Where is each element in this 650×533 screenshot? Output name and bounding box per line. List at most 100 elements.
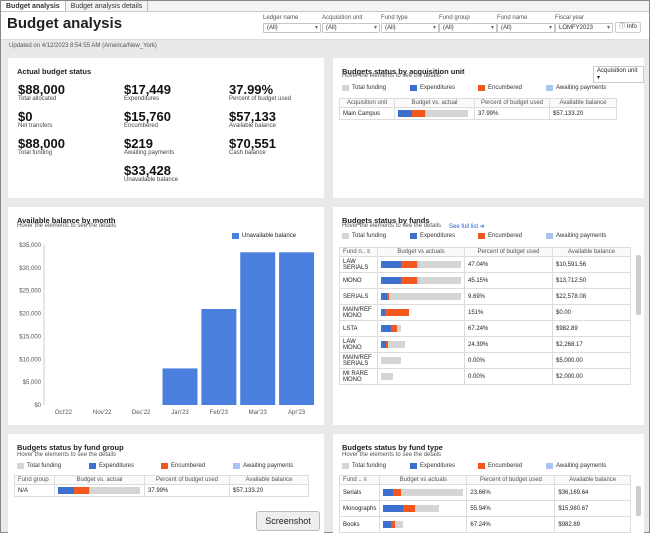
expenditures-segment[interactable] bbox=[381, 325, 391, 332]
awaiting-segment[interactable] bbox=[417, 261, 419, 268]
expenditures-segment[interactable] bbox=[381, 309, 385, 316]
expenditures-segment[interactable] bbox=[58, 487, 75, 494]
budget-bar[interactable] bbox=[381, 341, 461, 348]
total-funding-segment[interactable] bbox=[381, 277, 461, 284]
encumbered-segment[interactable] bbox=[390, 325, 397, 332]
acquisition-unit-select[interactable]: (All) bbox=[322, 23, 380, 33]
encumbered-segment[interactable] bbox=[401, 261, 417, 268]
fiscal-year-select[interactable]: LOMFY2023 bbox=[555, 23, 613, 33]
expenditures-segment[interactable] bbox=[383, 521, 392, 528]
expenditures-segment[interactable] bbox=[383, 489, 393, 496]
table-row[interactable]: Main Campus 37.99% $57,133.20 bbox=[339, 107, 617, 120]
info-button[interactable]: ⓘ Info bbox=[615, 22, 641, 33]
table-row[interactable]: LAW SERIALS 47.04% $10,591.56 bbox=[339, 256, 631, 273]
budget-bar[interactable] bbox=[381, 277, 461, 284]
budget-bar-cell[interactable] bbox=[377, 352, 465, 369]
budget-bar[interactable] bbox=[381, 357, 461, 364]
encumbered-segment[interactable] bbox=[391, 521, 396, 528]
sort-icon[interactable]: ≡ bbox=[363, 477, 367, 483]
col-header[interactable]: Fund n.. ≡ bbox=[339, 247, 378, 257]
budget-bar-cell[interactable] bbox=[394, 107, 475, 120]
budget-bar-cell[interactable] bbox=[377, 272, 465, 289]
total-funding-segment[interactable] bbox=[383, 489, 464, 496]
budget-bar[interactable] bbox=[381, 293, 461, 300]
encumbered-segment[interactable] bbox=[74, 487, 90, 494]
bar-Mar'23[interactable] bbox=[240, 252, 276, 405]
scrollbar[interactable] bbox=[636, 255, 641, 315]
budget-bar[interactable] bbox=[383, 521, 463, 528]
total-funding-segment[interactable] bbox=[381, 341, 405, 348]
expenditures-segment[interactable] bbox=[398, 110, 412, 117]
budget-bar[interactable] bbox=[383, 489, 464, 496]
expenditures-segment[interactable] bbox=[381, 277, 401, 284]
budget-bar-cell[interactable] bbox=[377, 288, 465, 305]
total-funding-segment[interactable] bbox=[381, 373, 393, 380]
tab-budget-analysis[interactable]: Budget analysis bbox=[1, 1, 66, 11]
budget-bar[interactable] bbox=[381, 309, 461, 316]
fund-type-select[interactable]: (All) bbox=[381, 23, 439, 33]
acquisition-unit-card: Budgets status by acquisition unit Hover… bbox=[333, 58, 644, 198]
screenshot-button[interactable]: Screenshot bbox=[256, 511, 320, 531]
budget-bar-cell[interactable] bbox=[377, 304, 465, 321]
encumbered-segment[interactable] bbox=[387, 293, 389, 300]
budget-bar-cell[interactable] bbox=[377, 320, 465, 337]
encumbered-segment[interactable] bbox=[392, 489, 401, 496]
total-funding-segment[interactable] bbox=[398, 110, 468, 117]
table-row[interactable]: MONO 45.15% $13,712.50 bbox=[339, 272, 631, 289]
row-name: Serials bbox=[338, 484, 381, 501]
budget-bar-cell[interactable] bbox=[54, 484, 145, 497]
table-row[interactable]: LAW MONO 24.39% $2,268.17 bbox=[339, 336, 631, 353]
budget-bar-cell[interactable] bbox=[377, 256, 465, 273]
budget-bar-cell[interactable] bbox=[379, 500, 468, 517]
bar-Feb'23[interactable] bbox=[201, 309, 237, 405]
scrollbar[interactable] bbox=[636, 486, 641, 516]
encumbered-segment[interactable] bbox=[401, 277, 417, 284]
expenditures-segment[interactable] bbox=[381, 341, 386, 348]
budget-bar[interactable] bbox=[58, 487, 140, 494]
table-row[interactable]: MI RARE MONO 0.00% $2,000.00 bbox=[339, 368, 631, 385]
fund-name-select[interactable]: (All) bbox=[497, 23, 555, 33]
budget-bar[interactable] bbox=[398, 110, 468, 117]
total-funding-segment[interactable] bbox=[58, 487, 140, 494]
awaiting-segment[interactable] bbox=[89, 487, 90, 494]
awaiting-segment[interactable] bbox=[417, 277, 419, 284]
expenditures-segment[interactable] bbox=[381, 293, 388, 300]
col-header[interactable]: Fund .. ≡ bbox=[338, 475, 381, 485]
bar-Jan'23[interactable] bbox=[162, 368, 198, 405]
budget-bar[interactable] bbox=[381, 261, 461, 268]
total-funding-segment[interactable] bbox=[381, 357, 401, 364]
kpi-label: Expenditures bbox=[124, 96, 160, 102]
budget-bar-cell[interactable] bbox=[377, 336, 465, 353]
encumbered-segment[interactable] bbox=[412, 110, 425, 117]
tab-budget-analysis-details[interactable]: Budget analysis details bbox=[66, 1, 149, 11]
total-funding-segment[interactable] bbox=[381, 293, 461, 300]
table-row[interactable]: MAIN/REF MONO 151% $0.00 bbox=[339, 304, 631, 321]
table-row[interactable]: MAIN/REF SERIALS 0.00% $5,000.00 bbox=[339, 352, 631, 369]
see-full-list-link[interactable]: See full list ➔ bbox=[449, 224, 485, 230]
expenditures-segment[interactable] bbox=[381, 261, 401, 268]
bar-Apr'23[interactable] bbox=[279, 252, 315, 405]
budget-bar-cell[interactable] bbox=[377, 368, 465, 385]
total-funding-segment[interactable] bbox=[381, 261, 461, 268]
table-row[interactable]: Books 67.24% $982.89 bbox=[338, 516, 631, 533]
budget-bar-cell[interactable] bbox=[379, 484, 468, 501]
legend-total: Total funding bbox=[17, 463, 89, 469]
acquisition-unit-dropdown[interactable]: Acquisition unit ▾ bbox=[593, 66, 644, 83]
budget-bar[interactable] bbox=[383, 505, 463, 512]
table-row[interactable]: N/A 37.99% $57,133.20 bbox=[14, 484, 309, 497]
awaiting-segment[interactable] bbox=[424, 110, 426, 117]
table-row[interactable]: Serials 23.66% $36,169.64 bbox=[338, 484, 631, 501]
encumbered-segment[interactable] bbox=[385, 341, 389, 348]
table-row[interactable]: SERIALS 9.69% $22,578.08 bbox=[339, 288, 631, 305]
ledger-name-select[interactable]: (All) bbox=[263, 23, 321, 33]
encumbered-segment[interactable] bbox=[403, 505, 416, 512]
encumbered-segment[interactable] bbox=[385, 309, 409, 316]
budget-bar[interactable] bbox=[381, 373, 461, 380]
budget-bar-cell[interactable] bbox=[379, 516, 468, 533]
fund-group-select[interactable]: (All) bbox=[439, 23, 497, 33]
table-row[interactable]: LSTA 67.24% $982.89 bbox=[339, 320, 631, 337]
budget-bar[interactable] bbox=[381, 325, 461, 332]
sort-icon[interactable]: ≡ bbox=[366, 249, 371, 255]
table-row[interactable]: Monographs 55.94% $15,980.67 bbox=[338, 500, 631, 517]
expenditures-segment[interactable] bbox=[383, 505, 404, 512]
